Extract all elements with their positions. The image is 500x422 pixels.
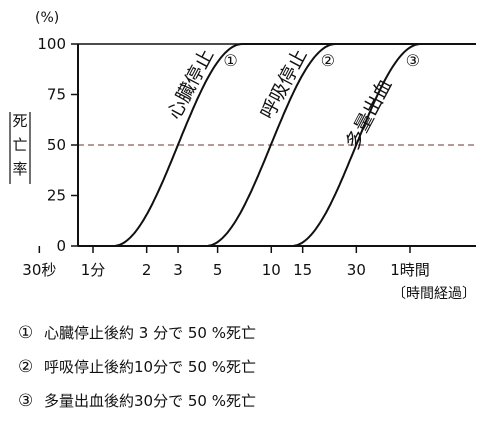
notes-list: ① 心臓停止後約 3 分で 50 %死亡 ② 呼吸停止後約10分で 50 %死亡… bbox=[18, 316, 256, 418]
series-line-3 bbox=[273, 43, 476, 247]
note-3-text: 多量出血後約30分で 50 %死亡 bbox=[44, 391, 256, 410]
series-name-1: 心臓停止 bbox=[163, 45, 218, 122]
y-title-char-0: 死 bbox=[12, 112, 27, 130]
x-axis-title: 〔時間経過〕 bbox=[392, 286, 476, 302]
y-title-char-2: 率 bbox=[12, 160, 27, 178]
y-unit-label: (%) bbox=[35, 10, 59, 26]
series-line-1 bbox=[95, 43, 476, 247]
x-tick-label-1: 1分 bbox=[81, 261, 106, 279]
x-tick-label-2: 2 bbox=[142, 261, 152, 279]
series-marker-2: ② bbox=[321, 51, 335, 70]
x-tick-label-7: 30 bbox=[347, 261, 366, 279]
x-tick-label-4: 5 bbox=[213, 261, 223, 279]
x-tick-label-0: 30秒 bbox=[22, 261, 56, 279]
x-tick-label-3: 3 bbox=[173, 261, 183, 279]
note-1: ① 心臓停止後約 3 分で 50 %死亡 bbox=[18, 316, 256, 350]
y-tick-label-50: 50 bbox=[47, 136, 66, 154]
y-tick-label-0: 0 bbox=[56, 237, 66, 255]
note-3: ③ 多量出血後約30分で 50 %死亡 bbox=[18, 384, 256, 418]
note-1-marker: ① bbox=[18, 322, 34, 343]
note-1-text: 心臓停止後約 3 分で 50 %死亡 bbox=[44, 323, 256, 342]
x-tick-label-5: 10 bbox=[262, 261, 281, 279]
x-tick-label-6: 15 bbox=[293, 261, 312, 279]
y-tick-label-75: 75 bbox=[47, 86, 66, 104]
y-title-char-1: 亡 bbox=[12, 136, 27, 154]
y-tick-label-100: 100 bbox=[37, 35, 66, 53]
series-marker-3: ③ bbox=[406, 51, 420, 70]
tick-layer: 0 25 50 75 100 30秒 1分 2 3 5 10 15 30 1時間 bbox=[22, 35, 429, 279]
x-tick-label-8: 1時間 bbox=[390, 261, 430, 279]
series-line-2 bbox=[187, 43, 476, 247]
text-layer: (%) 〔時間経過〕 死亡率 bbox=[9, 10, 476, 302]
note-2: ② 呼吸停止後約10分で 50 %死亡 bbox=[18, 350, 256, 384]
note-2-text: 呼吸停止後約10分で 50 %死亡 bbox=[44, 357, 256, 376]
note-3-marker: ③ bbox=[18, 390, 34, 411]
note-2-marker: ② bbox=[18, 356, 34, 377]
series-name-3: 多量出血 bbox=[341, 75, 396, 152]
y-tick-label-25: 25 bbox=[47, 187, 66, 205]
series-marker-1: ① bbox=[223, 51, 237, 70]
